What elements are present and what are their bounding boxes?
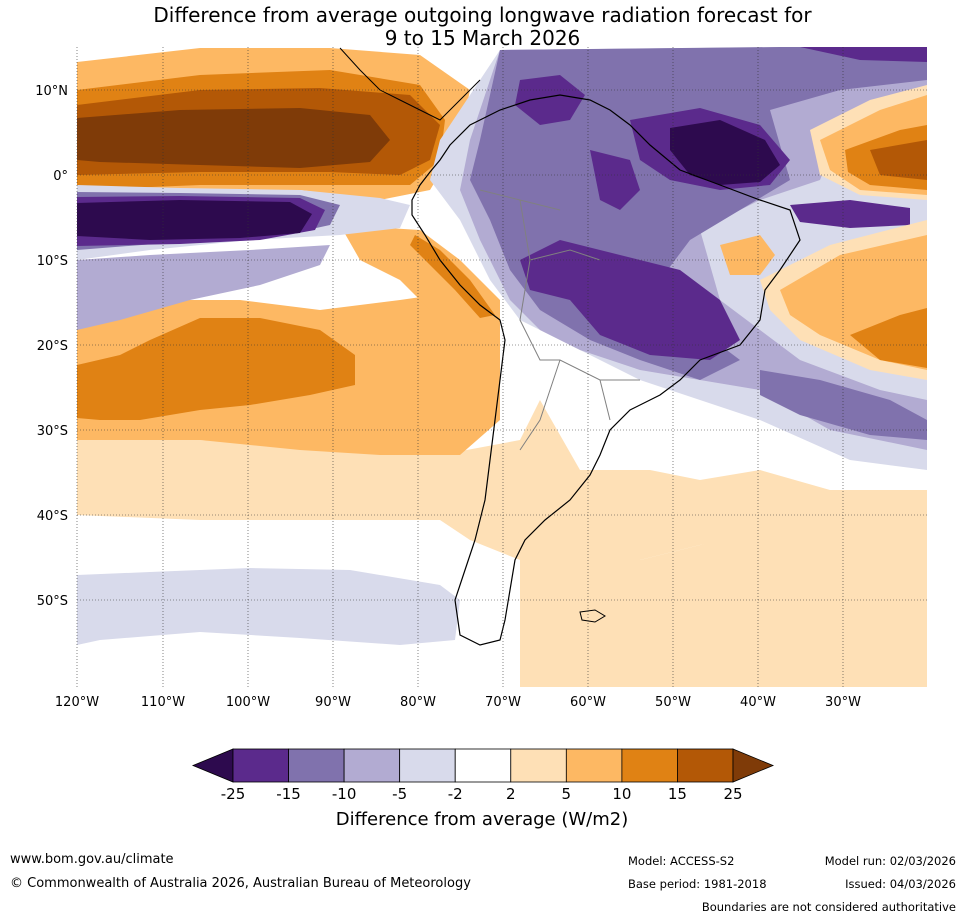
footer-copyright: © Commonwealth of Australia 2026, Austra… <box>10 876 471 891</box>
longitude-label: 40°W <box>740 695 776 710</box>
longitude-label: 50°W <box>655 695 691 710</box>
field-pos-strong-southpacific <box>77 318 355 420</box>
colorbar-tick-labels: -25 -15 -10 -5 -2 2 5 10 15 25 <box>221 785 743 803</box>
latitude-labels: 10°N 0° 10°S 20°S 30°S 40°S 50°S <box>35 84 68 609</box>
field-neg-eq-strongest <box>77 200 312 240</box>
footer-model-run: Model run: 02/03/2026 <box>824 854 956 868</box>
field-neg-amazon-strong <box>590 150 640 210</box>
footer-issued: Issued: 04/03/2026 <box>845 877 956 891</box>
colorbar-tick: 5 <box>562 785 572 803</box>
longitude-label: 70°W <box>485 695 521 710</box>
field-neg-southatlantic <box>760 370 927 440</box>
latitude-label: 10°S <box>37 254 68 269</box>
colorbar-tick: -2 <box>448 785 463 803</box>
field-pos-light-patagonia <box>520 510 927 687</box>
latitude-label: 50°S <box>37 594 68 609</box>
field-neg-atlantic-eq <box>790 200 910 228</box>
title-line-2: 9 to 15 March 2026 <box>384 26 581 50</box>
title-line-1: Difference from average outgoing longwav… <box>153 3 812 27</box>
central-america-coastline <box>339 47 481 121</box>
colorbar-tick: -15 <box>276 785 301 803</box>
longitude-label: 30°W <box>825 695 861 710</box>
latitude-label: 20°S <box>37 339 68 354</box>
colorbar-segment <box>454 748 512 783</box>
colorbar-tick: 15 <box>668 785 687 803</box>
longitude-label: 110°W <box>141 695 185 710</box>
longitude-label: 80°W <box>400 695 436 710</box>
colorbar-tick: -25 <box>221 785 246 803</box>
country-borders <box>479 189 640 451</box>
latitude-label: 0° <box>53 169 68 184</box>
footer-website[interactable]: www.bom.gov.au/climate <box>10 852 174 867</box>
longitude-label: 90°W <box>315 695 351 710</box>
footer-disclaimer: Boundaries are not considered authoritat… <box>701 900 956 914</box>
colorbar-segment <box>232 748 289 783</box>
longitude-label: 100°W <box>226 695 270 710</box>
field-neg-eastpacific <box>77 245 330 330</box>
field-neg-topright <box>800 47 927 62</box>
field-pos-peru <box>340 225 500 340</box>
latitude-label: 40°S <box>37 509 68 524</box>
colorbar <box>191 748 775 783</box>
field-neg-southpacific-band <box>77 568 460 645</box>
colorbar-segment <box>677 748 734 783</box>
latitude-label: 30°S <box>37 424 68 439</box>
colorbar-tick: 2 <box>506 785 516 803</box>
field-neg-continent-strong <box>520 240 740 360</box>
field-neg-caribbean-strong <box>515 75 585 125</box>
colorbar-min-extend <box>191 748 234 783</box>
colorbar-tick: -10 <box>332 785 357 803</box>
colorbar-segment <box>399 748 456 783</box>
colorbar-tick: 10 <box>612 785 631 803</box>
field-neg-north-strongest <box>670 120 780 185</box>
south-america-coastline <box>411 94 801 646</box>
colorbar-tick: 25 <box>723 785 742 803</box>
colorbar-tick: -5 <box>392 785 407 803</box>
field-pos-north-strongest <box>77 108 390 168</box>
falklands-coastline <box>579 609 606 623</box>
colorbar-segment <box>343 748 401 783</box>
gridlines <box>76 47 927 687</box>
colorbar-title: Difference from average (W/m2) <box>336 809 628 830</box>
chart-title: Difference from average outgoing longwav… <box>0 4 965 50</box>
colorbar-segment <box>565 748 623 783</box>
coastlines <box>339 47 801 646</box>
colorbar-segment <box>288 748 345 783</box>
longitude-labels: 120°W 110°W 100°W 90°W 80°W 70°W 60°W 50°W 40°W 3… <box>55 695 861 710</box>
map-field <box>77 47 927 687</box>
colorbar-segment <box>621 748 678 783</box>
longitude-label: 120°W <box>55 695 99 710</box>
field-pos-light-south <box>77 400 927 687</box>
footer-model: Model: ACCESS-S2 <box>628 854 735 868</box>
field-pos-brazil-coast <box>720 235 775 275</box>
field-pos-southatlantic-strong <box>850 308 927 368</box>
colorbar-max-extend <box>732 748 775 783</box>
longitude-label: 60°W <box>570 695 606 710</box>
footer-base-period: Base period: 1981-2018 <box>628 877 767 891</box>
latitude-label: 10°N <box>35 84 68 99</box>
field-pos-northatlantic-stronger <box>870 140 927 180</box>
colorbar-segment <box>510 748 567 783</box>
